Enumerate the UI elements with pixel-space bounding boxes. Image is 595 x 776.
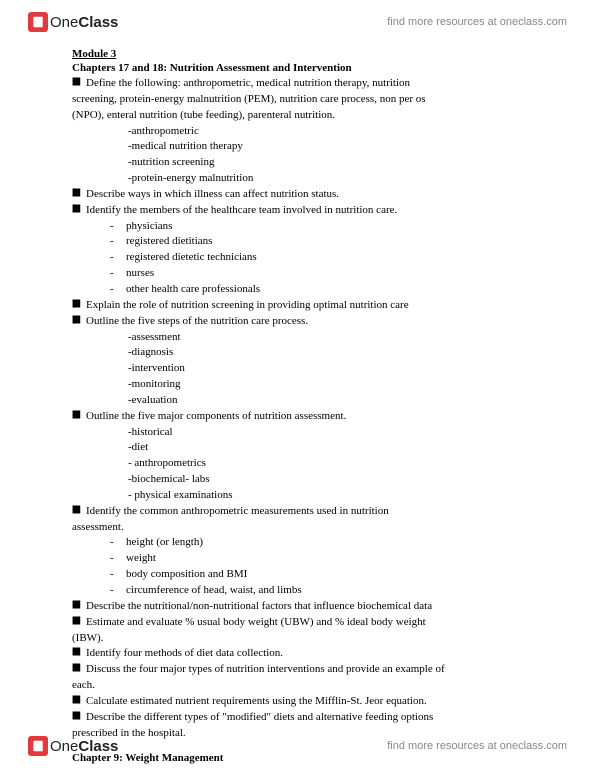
logo-text: OneClass [50,738,118,755]
chapter-title: Chapters 17 and 18: Nutrition Assessment… [72,62,523,74]
list-item: -medical nutrition therapy [72,139,523,154]
footer-bar: OneClass find more resources at oneclass… [0,728,595,770]
footer-tagline[interactable]: find more resources at oneclass.com [387,740,567,752]
list-item: screening, protein-energy malnutrition (… [72,92,523,107]
document-content: Module 3 Chapters 17 and 18: Nutrition A… [0,40,595,776]
list-item: each. [72,678,523,693]
header-tagline[interactable]: find more resources at oneclass.com [387,16,567,28]
list-item: -intervention [72,361,523,376]
list-item: -nurses [72,266,523,281]
list-item: -nutrition screening [72,155,523,170]
list-item: ⯀Estimate and evaluate % usual body weig… [72,615,523,630]
list-item: - anthropometrics [72,456,523,471]
logo-icon [28,736,48,756]
logo[interactable]: OneClass [28,12,118,32]
header-bar: OneClass find more resources at oneclass… [0,0,595,40]
list-item: ⯀Describe ways in which illness can affe… [72,187,523,202]
list-item: -monitoring [72,377,523,392]
list-item: ⯀Outline the five major components of nu… [72,409,523,424]
list-item: ⯀Discuss the four major types of nutriti… [72,662,523,677]
footer-logo[interactable]: OneClass [28,736,118,756]
logo-text: OneClass [50,14,118,31]
list-item: -physicians [72,219,523,234]
list-item: ⯀Define the following: anthropometric, m… [72,76,523,91]
list-item: -circumference of head, waist, and limbs [72,583,523,598]
logo-icon [28,12,48,32]
list-item: - physical examinations [72,488,523,503]
list-item: -diet [72,440,523,455]
list-item: assessment. [72,520,523,535]
list-item: -anthropometric [72,124,523,139]
list-item: -biochemical- labs [72,472,523,487]
module-title: Module 3 [72,48,523,60]
list-item: -protein-energy malnutrition [72,171,523,186]
list-item: ⯀Identify four methods of diet data coll… [72,646,523,661]
list-item: -registered dietitians [72,234,523,249]
list-item: ⯀Outline the five steps of the nutrition… [72,314,523,329]
list-item: (IBW). [72,631,523,646]
list-item: ⯀Describe the different types of "modifi… [72,710,523,725]
list-item: -body composition and BMI [72,567,523,582]
list-item: -historical [72,425,523,440]
list-item: -evaluation [72,393,523,408]
list-item: ⯀Identify the common anthropometric meas… [72,504,523,519]
list-item: -assessment [72,330,523,345]
list-item: -registered dietetic technicians [72,250,523,265]
list-item: -weight [72,551,523,566]
list-item: -diagnosis [72,345,523,360]
list-item: ⯀Describe the nutritional/non-nutritiona… [72,599,523,614]
list-item: ⯀Identify the members of the healthcare … [72,203,523,218]
list-item: ⯀Calculate estimated nutrient requiremen… [72,694,523,709]
list-item: -other health care professionals [72,282,523,297]
list-item: -height (or length) [72,535,523,550]
list-item: ⯀Explain the role of nutrition screening… [72,298,523,313]
list-item: (NPO), enteral nutrition (tube feeding),… [72,108,523,123]
